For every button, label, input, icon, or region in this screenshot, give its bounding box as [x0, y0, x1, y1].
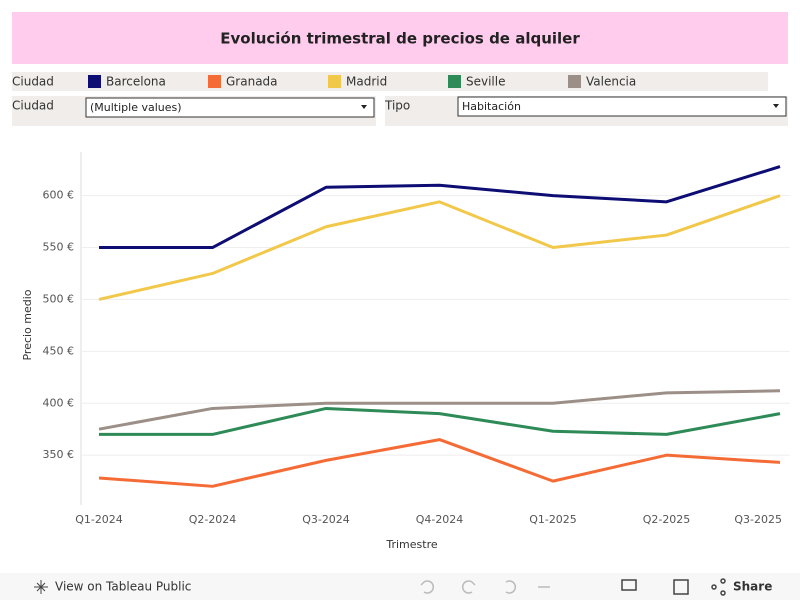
filter-dropdown[interactable]: [85, 97, 375, 118]
x-tick-label: Q1-2025: [529, 513, 577, 526]
x-axis-title: Trimestre: [385, 538, 437, 551]
legend-label: Seville: [466, 75, 506, 89]
filter-value[interactable]: (Multiple values): [90, 101, 182, 114]
filter-label: Ciudad: [12, 99, 54, 113]
series-line: [99, 165, 781, 250]
y-tick-label: 350 €: [43, 448, 75, 461]
y-tick-label: 500 €: [43, 292, 75, 305]
dropdown-arrow: [361, 105, 367, 109]
chart-title: Evolución trimestral de precios de alqui…: [220, 30, 580, 48]
legend-swatch: [328, 75, 341, 88]
y-axis-title: Precio medio: [21, 289, 34, 360]
toolbar-icons: [420, 580, 550, 594]
legend-title: Ciudad: [12, 75, 54, 89]
y-tick-label: 550 €: [43, 241, 75, 254]
x-tick-label: Q2-2024: [189, 513, 237, 526]
filter-value[interactable]: Habitación: [462, 100, 521, 113]
series-line: [99, 406, 781, 436]
x-tick-label: Q4-2024: [416, 513, 464, 526]
legend-swatch: [568, 75, 581, 88]
legend-swatch: [208, 75, 221, 88]
legend-label: Valencia: [586, 75, 636, 89]
legend-label: Barcelona: [106, 75, 166, 89]
series-line: [98, 438, 781, 488]
y-tick-label: 400 €: [43, 396, 75, 409]
filter-label: Tipo: [384, 99, 410, 113]
dropdown-arrow: [773, 104, 779, 108]
toolbar: [0, 573, 800, 600]
x-tick-label: Q3-2024: [302, 513, 350, 526]
x-tick-label: Q2-2025: [643, 513, 691, 526]
filter-dropdown[interactable]: [457, 96, 787, 117]
series-line: [98, 194, 781, 301]
y-tick-label: 600 €: [43, 189, 75, 202]
x-tick-label: Q3-2025: [734, 513, 782, 526]
legend-swatch: [88, 75, 101, 88]
share-button[interactable]: Share: [733, 580, 772, 594]
y-tick-label: 450 €: [43, 344, 75, 357]
title-bar: [12, 12, 788, 64]
legend-label: Granada: [226, 75, 278, 89]
legend-label: Madrid: [346, 75, 387, 89]
toolbar-icons: [621, 578, 726, 596]
legend-swatch: [448, 75, 461, 88]
view-on-tableau[interactable]: View on Tableau Public: [55, 580, 191, 594]
series-line: [98, 389, 781, 431]
tableau-icon: [34, 580, 48, 594]
x-tick-label: Q1-2024: [75, 513, 123, 526]
